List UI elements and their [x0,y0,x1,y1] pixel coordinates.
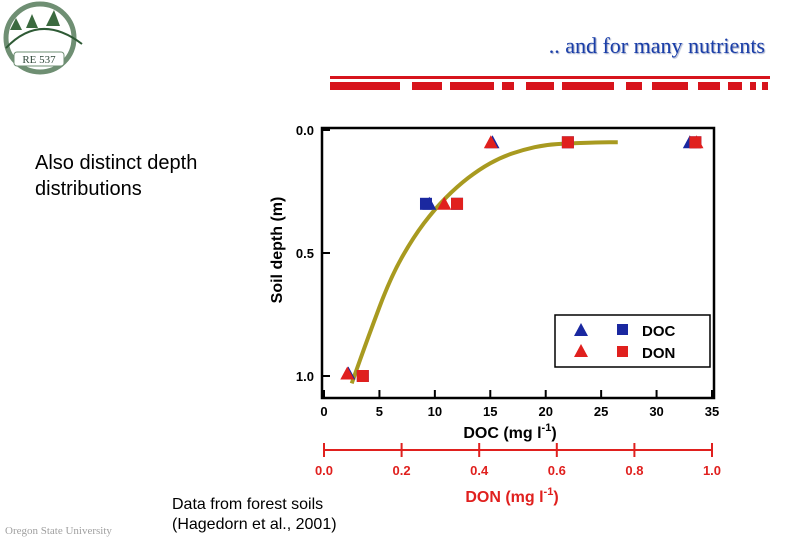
logo-trees [10,10,60,30]
legend-don-square [617,346,628,357]
legend-don-triangle [574,344,588,357]
x2-tick-label: 0.0 [315,463,333,478]
logo-hills [5,28,83,49]
x2-axis-title-sup: -1 [544,486,554,498]
caption: Data from forest soils (Hagedorn et al.,… [172,495,337,535]
data-point-triangle [340,366,355,380]
x-tick-label: 30 [649,404,663,419]
data-point-square [356,370,369,382]
side-text-line-1: Also distinct depth [35,152,198,174]
depth-chart: Soil depth (m) 0.00.51.0 0 5 10 15 20 25 30 35 … [269,123,721,506]
x-tick-label: 10 [428,404,442,419]
plot-frame [320,126,716,400]
legend: DOC DON [554,314,711,368]
x-tick-label: 20 [538,404,552,419]
side-text-line-2: distributions [35,178,142,200]
legend-label-don: DON [642,345,675,362]
data-point-square [419,197,432,210]
x-tick-label: 0 [320,404,327,419]
y-tick-label: 0.0 [296,123,314,138]
caption-line-2: (Hagedorn et al., 2001) [172,516,337,533]
data-point-square [561,136,574,149]
x-axis-title: DOC (mg l-1) [463,422,556,442]
data-point-square [689,136,702,149]
y-tick-label: 1.0 [296,369,314,384]
x-tick-label: 5 [376,404,383,419]
footer-university: Oregon State University [5,525,112,537]
x-tick-label: 15 [483,404,497,419]
x2-tick-label: 1.0 [703,463,721,478]
x-axis-title-sup: -1 [542,422,552,434]
side-text: Also distinct depth distributions [35,150,265,202]
x-tick-label: 35 [705,404,719,419]
x2-tick-label: 0.8 [625,463,643,478]
title-rule [330,76,770,90]
page-title: .. and for many nutrients [548,33,765,58]
x2-tick-label: 0.4 [470,463,489,478]
x2-tick-label: 0.6 [548,463,566,478]
data-point-triangle [483,135,498,149]
logo: RE 537 [3,1,83,75]
x-tick-label: 25 [594,404,608,419]
x-axis-title-end: ) [551,425,556,442]
y-tick-label: 0.5 [296,246,314,261]
legend-doc-square [617,324,628,335]
x2-tick-label: 0.2 [393,463,411,478]
y-axis-title: Soil depth (m) [269,197,286,304]
caption-line-1: Data from forest soils [172,496,324,513]
logo-label-box [13,51,65,67]
legend-doc-triangle [574,323,588,336]
legend-box [554,314,711,368]
x-axis-title-main: DOC (mg l [463,425,541,442]
data-point-square [451,197,464,210]
legend-label-doc: DOC [642,323,676,340]
logo-text: RE 537 [22,54,56,66]
x2-axis-title-main: DON (mg l [465,489,543,506]
x2-axis-title-end: ) [553,489,558,506]
fit-curve [349,140,618,385]
data-point-triangle [437,196,452,210]
x2-axis-title: DON (mg l-1) [465,486,558,506]
